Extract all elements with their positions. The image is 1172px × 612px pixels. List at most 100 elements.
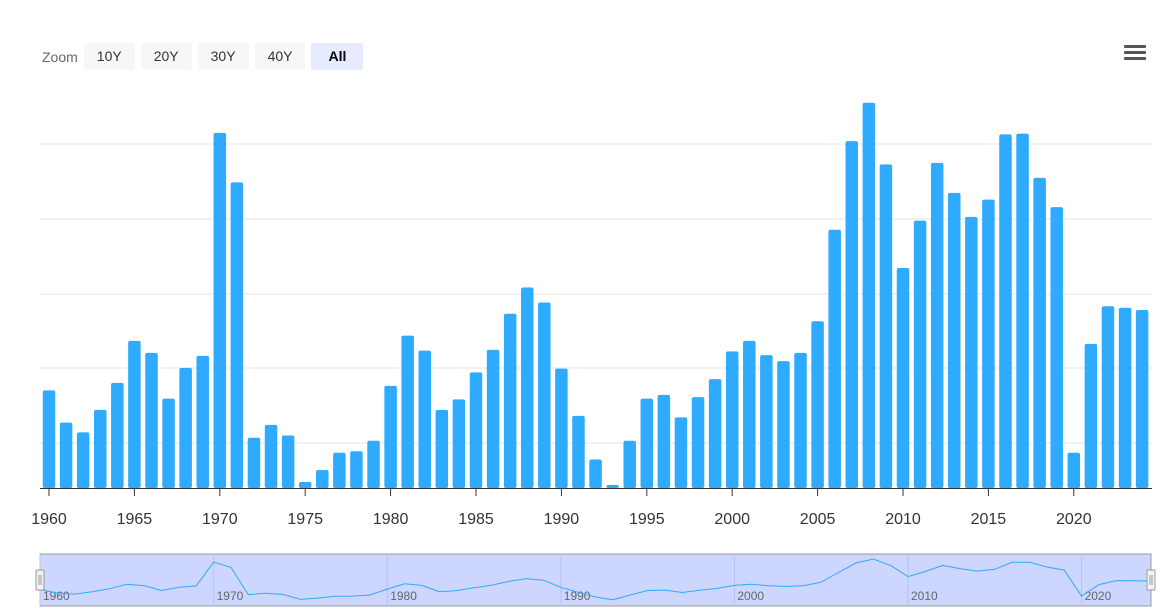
bar[interactable] [1084,343,1098,488]
zoom-10y-button[interactable]: 10Y [83,43,135,70]
zoom-bar: Zoom 10Y 20Y 30Y 40Y All [42,43,369,70]
bar[interactable] [76,432,90,488]
bar[interactable] [674,417,688,488]
bar[interactable] [606,485,619,488]
navigator-range[interactable] [39,553,1152,607]
bar[interactable] [1067,452,1081,488]
bar[interactable] [42,390,56,488]
x-tick-label: 1970 [202,511,238,528]
navigator-right-handle[interactable] [1146,569,1156,591]
bar[interactable] [725,351,739,488]
navigator-series [39,558,1152,601]
bar[interactable] [1135,310,1149,488]
hamburger-menu-icon[interactable] [1124,45,1146,65]
bar[interactable] [982,199,995,488]
bar[interactable] [930,162,944,489]
x-tick-label: 2015 [971,511,1007,528]
bar[interactable] [623,440,636,488]
bar[interactable] [213,132,227,488]
x-axis: 1960 1965 1970 1975 1980 1985 1990 1995 2000 2005… [31,488,1152,528]
bar[interactable] [452,399,466,488]
bars [42,102,1149,489]
bar[interactable] [811,321,824,488]
x-tick-label: 2005 [800,511,836,528]
bar[interactable] [247,437,261,488]
bar[interactable] [162,398,175,488]
zoom-all-button[interactable]: All [311,43,364,70]
bar[interactable] [896,267,910,488]
navigator-label: 1990 [564,589,591,603]
navigator-label: 1980 [390,589,417,603]
x-tick-label: 1980 [373,511,409,528]
bar[interactable] [111,382,124,488]
x-tick-label: 1965 [117,511,153,528]
bar[interactable] [828,229,841,488]
bar[interactable] [418,350,432,488]
bar[interactable] [538,302,551,488]
bar[interactable] [555,368,568,488]
x-tick-label: 1975 [287,511,323,528]
bar[interactable] [845,141,859,488]
bar[interactable] [947,192,961,488]
navigator-label: 2000 [737,589,764,603]
bar[interactable] [469,372,483,488]
bar[interactable] [93,409,107,488]
navigator[interactable]: 1960 1970 1980 1990 2000 2010 2020 [35,553,1156,607]
bar[interactable] [640,398,654,488]
bar[interactable] [1033,177,1046,488]
bar[interactable] [913,220,927,488]
bar[interactable] [503,313,517,488]
bar[interactable] [589,459,602,488]
x-tick-label: 1990 [544,511,580,528]
bar[interactable] [572,415,585,488]
x-tick-label: 1995 [629,511,665,528]
bar[interactable] [999,134,1012,488]
bar[interactable] [708,379,722,488]
bar[interactable] [179,367,192,488]
bar[interactable] [264,424,278,488]
navigator-label: 1970 [217,589,244,603]
zoom-20y-button[interactable]: 20Y [140,43,192,70]
bar[interactable] [145,352,158,488]
bar[interactable] [691,397,705,488]
bar[interactable] [657,394,671,488]
bar[interactable] [777,361,790,488]
bar[interactable] [298,481,312,488]
bar[interactable] [1050,207,1063,488]
bar[interactable] [520,287,534,488]
bar[interactable] [435,409,449,488]
navigator-label: 2020 [1085,589,1112,603]
bar[interactable] [794,352,807,488]
bar[interactable] [384,385,397,488]
navigator-left-handle[interactable] [35,569,45,591]
navigator-label: 2010 [911,589,938,603]
bar[interactable] [760,355,773,488]
x-tick-label: 2000 [714,511,750,528]
bar[interactable] [743,340,756,488]
zoom-40y-button[interactable]: 40Y [254,43,306,70]
bar[interactable] [196,355,209,488]
navigator-label: 1960 [43,589,70,603]
bar[interactable] [965,216,978,489]
bar[interactable] [230,182,244,488]
x-tick-label: 1985 [458,511,494,528]
bar[interactable] [367,440,380,488]
bar[interactable] [350,451,363,488]
bar[interactable] [59,422,73,488]
bar[interactable] [1101,306,1115,488]
bar[interactable] [486,349,500,488]
bar[interactable] [333,452,346,488]
bar[interactable] [128,340,141,488]
x-tick-label: 1960 [31,511,67,528]
bar[interactable] [1016,133,1029,488]
bar[interactable] [281,435,295,488]
bar[interactable] [862,102,876,488]
bar[interactable] [316,469,329,488]
zoom-30y-button[interactable]: 30Y [197,43,249,70]
zoom-label: Zoom [42,48,78,65]
bar[interactable] [1118,307,1132,488]
bar[interactable] [401,335,414,488]
bar[interactable] [879,164,893,489]
x-tick-label: 2010 [885,511,921,528]
